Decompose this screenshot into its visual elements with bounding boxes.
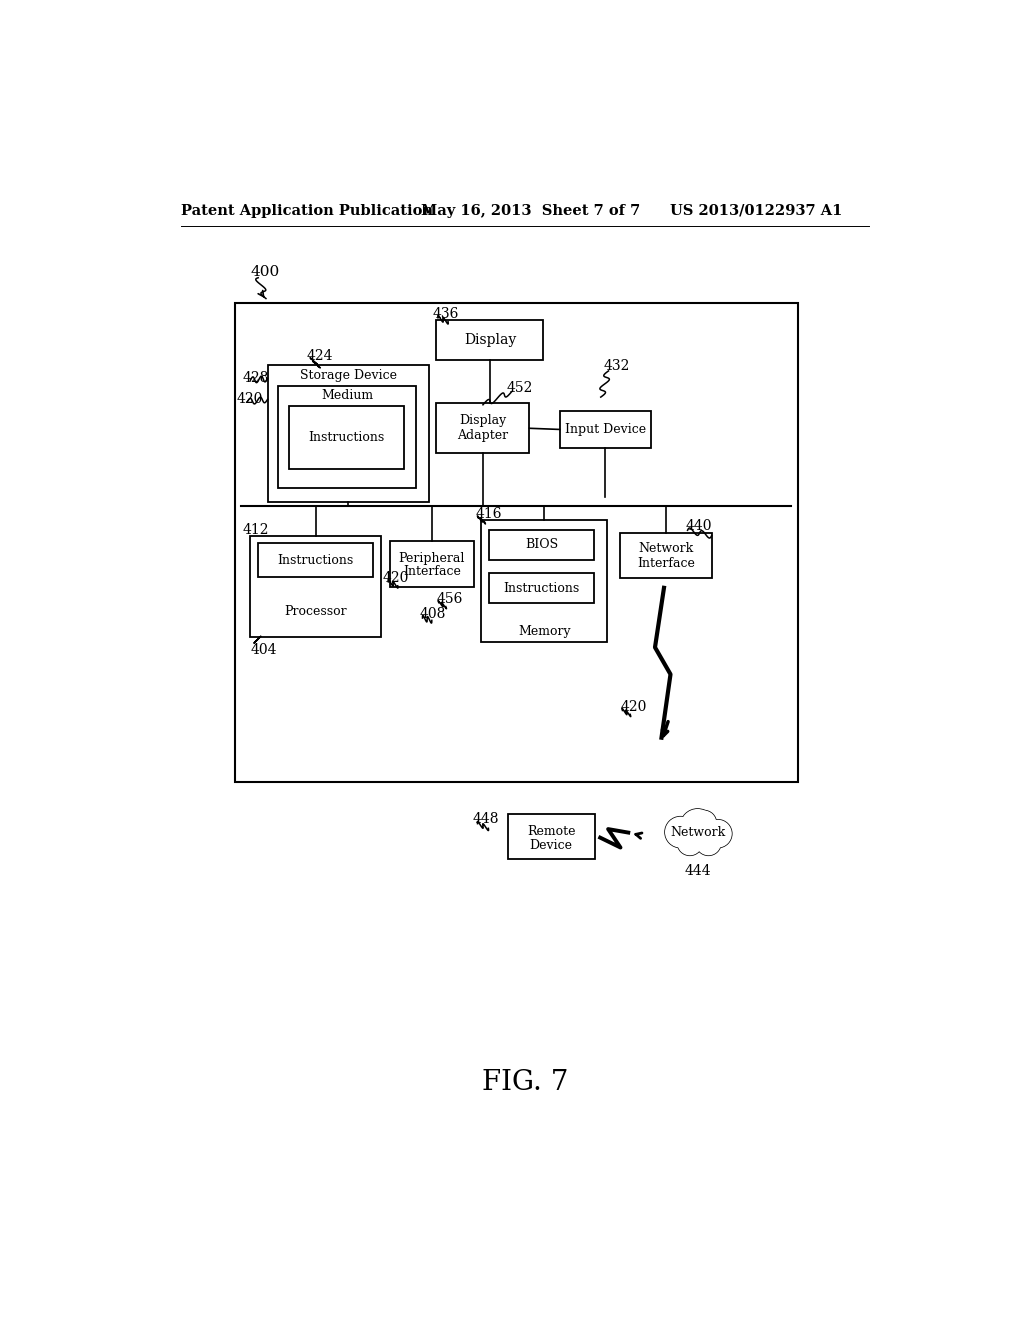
Text: Processor: Processor: [285, 605, 347, 618]
Text: Memory: Memory: [518, 624, 570, 638]
Bar: [481, 520, 607, 642]
Bar: [508, 814, 595, 859]
Circle shape: [666, 817, 695, 847]
Text: Adapter: Adapter: [458, 429, 509, 442]
Text: 456: 456: [436, 591, 463, 606]
Text: Peripheral: Peripheral: [398, 552, 465, 565]
Text: Device: Device: [529, 838, 572, 851]
Bar: [289, 407, 403, 470]
Text: Interface: Interface: [637, 557, 695, 570]
Bar: [267, 364, 429, 502]
Bar: [621, 533, 712, 578]
Circle shape: [696, 832, 720, 854]
Text: Network: Network: [670, 825, 725, 838]
Text: 404: 404: [251, 643, 276, 656]
Circle shape: [703, 820, 732, 847]
Bar: [251, 536, 381, 638]
Circle shape: [665, 817, 696, 847]
Text: BIOS: BIOS: [525, 539, 558, 552]
Text: US 2013/0122937 A1: US 2013/0122937 A1: [671, 203, 843, 218]
Text: Storage Device: Storage Device: [300, 370, 396, 381]
Text: 416: 416: [475, 507, 502, 521]
Bar: [436, 404, 529, 453]
Circle shape: [678, 832, 701, 854]
Bar: [489, 529, 594, 561]
Bar: [279, 385, 417, 488]
Text: Input Device: Input Device: [565, 422, 646, 436]
Circle shape: [705, 821, 731, 847]
Text: 448: 448: [473, 812, 500, 826]
Bar: [234, 304, 798, 781]
Text: Interface: Interface: [402, 565, 461, 578]
Text: 440: 440: [686, 520, 713, 533]
Circle shape: [681, 809, 715, 843]
Bar: [560, 411, 651, 447]
Circle shape: [691, 810, 716, 836]
Text: Instructions: Instructions: [278, 554, 353, 566]
Bar: [436, 321, 544, 360]
Text: 412: 412: [243, 523, 269, 536]
Text: 408: 408: [420, 607, 445, 622]
Circle shape: [681, 809, 714, 842]
Text: Instructions: Instructions: [504, 582, 580, 594]
Text: Network: Network: [638, 543, 693, 556]
Text: Patent Application Publication: Patent Application Publication: [180, 203, 433, 218]
Text: 424: 424: [306, 348, 333, 363]
Text: Display: Display: [464, 333, 516, 347]
Bar: [258, 544, 373, 577]
Text: 444: 444: [684, 863, 711, 878]
Text: May 16, 2013  Sheet 7 of 7: May 16, 2013 Sheet 7 of 7: [421, 203, 640, 218]
Text: 400: 400: [251, 265, 280, 280]
Circle shape: [696, 830, 721, 855]
Text: Display: Display: [460, 413, 507, 426]
Text: 432: 432: [604, 359, 630, 374]
Circle shape: [692, 812, 716, 834]
Text: 420: 420: [621, 700, 646, 714]
Text: 436: 436: [432, 308, 459, 321]
Text: Instructions: Instructions: [308, 432, 385, 445]
Bar: [489, 573, 594, 603]
Text: Remote: Remote: [527, 825, 575, 838]
Text: 420: 420: [237, 392, 263, 405]
Text: Medium: Medium: [322, 389, 374, 403]
Text: FIG. 7: FIG. 7: [481, 1069, 568, 1096]
Circle shape: [678, 830, 702, 855]
Text: 428: 428: [243, 371, 269, 385]
Bar: [390, 541, 474, 587]
Text: 420: 420: [382, 572, 409, 585]
Text: 452: 452: [506, 381, 532, 395]
